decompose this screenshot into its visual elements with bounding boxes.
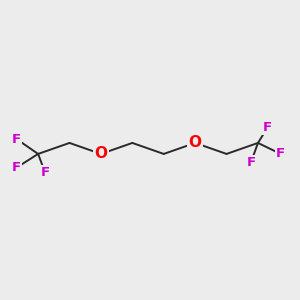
Text: F: F [40,166,50,179]
Text: F: F [12,133,21,146]
Text: F: F [263,121,272,134]
Text: F: F [12,161,21,174]
Text: F: F [246,156,256,169]
Text: O: O [94,146,107,161]
Text: O: O [189,135,202,150]
Text: F: F [276,147,285,161]
